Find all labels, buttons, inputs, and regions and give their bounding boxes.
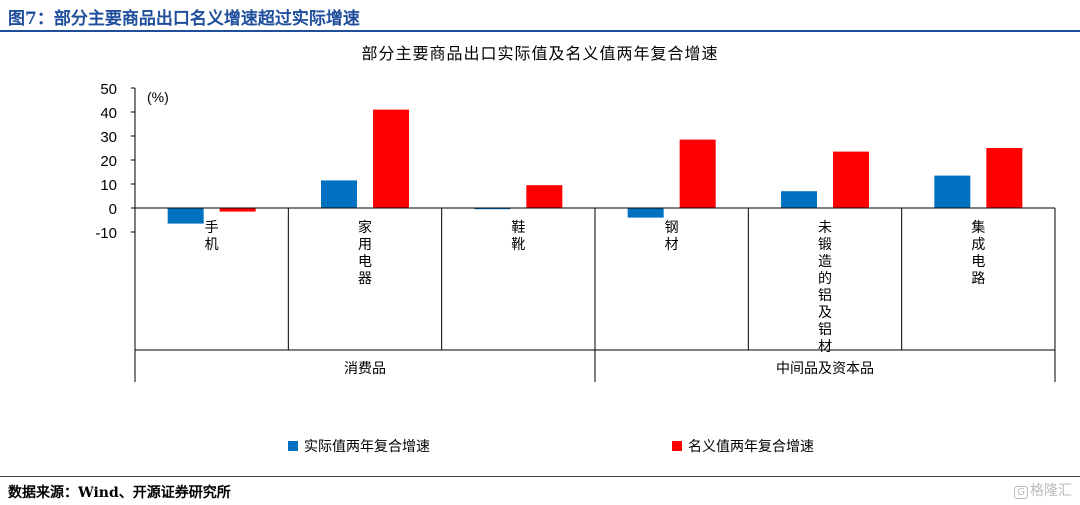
bar-real [474, 208, 511, 210]
y-tick-label: 20 [100, 153, 117, 170]
legend-swatch-real [288, 441, 298, 451]
y-tick-label: 50 [100, 81, 117, 98]
group-label: 中间品及资本品 [776, 361, 874, 377]
source-note: 数据来源：Wind、开源证券研究所 [8, 485, 231, 501]
y-tick-label: 30 [100, 129, 117, 146]
legend-label-nominal: 名义值两年复合增速 [688, 439, 814, 455]
x-tick-label: 鞋靴 [511, 220, 525, 253]
bar-chart: 50 40 30 20 10 0 -10 (%) 手机 家用电器 鞋靴 钢材 未锻造的铝及铝材 集成电路消… [95, 81, 1056, 382]
y-tick-label: 40 [100, 105, 117, 122]
bar-nominal [679, 139, 716, 208]
bar-real [627, 208, 664, 218]
bar-real [934, 175, 971, 208]
legend-item-nominal: 名义值两年复合增速 [672, 436, 814, 456]
bar-nominal [373, 109, 409, 208]
x-tick-label: 手机 [205, 220, 219, 253]
bar-nominal [833, 151, 869, 208]
y-tick-label: 10 [100, 177, 117, 194]
y-tick-label: -10 [95, 225, 117, 242]
y-tick-label: 0 [109, 201, 117, 218]
legend-swatch-nominal [672, 441, 682, 451]
watermark: G 格隆汇 [1014, 480, 1072, 500]
title-divider [0, 30, 1080, 32]
legend-label-real: 实际值两年复合增速 [304, 439, 430, 455]
bar-real [321, 180, 357, 208]
unit-label: (%) [147, 89, 169, 105]
ge-logo-icon: G [1014, 486, 1028, 499]
chart-title: 部分主要商品出口实际值及名义值两年复合增速 [361, 44, 719, 63]
bar-real [781, 191, 817, 208]
bar-nominal [219, 208, 256, 212]
x-tick-label: 集成电路 [971, 219, 985, 287]
x-tick-label: 家用电器 [358, 219, 372, 287]
bar-nominal [526, 185, 563, 208]
bar-nominal [986, 148, 1023, 208]
watermark-text: 格隆汇 [1030, 483, 1072, 499]
figure-title: 图7：部分主要商品出口名义增速超过实际增速 [8, 9, 360, 29]
group-label: 消费品 [344, 361, 386, 377]
x-tick-label: 钢材 [665, 220, 679, 253]
footer-divider [0, 476, 1080, 477]
x-tick-label: 未锻造的铝及铝材 [818, 220, 832, 355]
legend-item-real: 实际值两年复合增速 [288, 436, 430, 456]
bar-real [167, 208, 204, 224]
